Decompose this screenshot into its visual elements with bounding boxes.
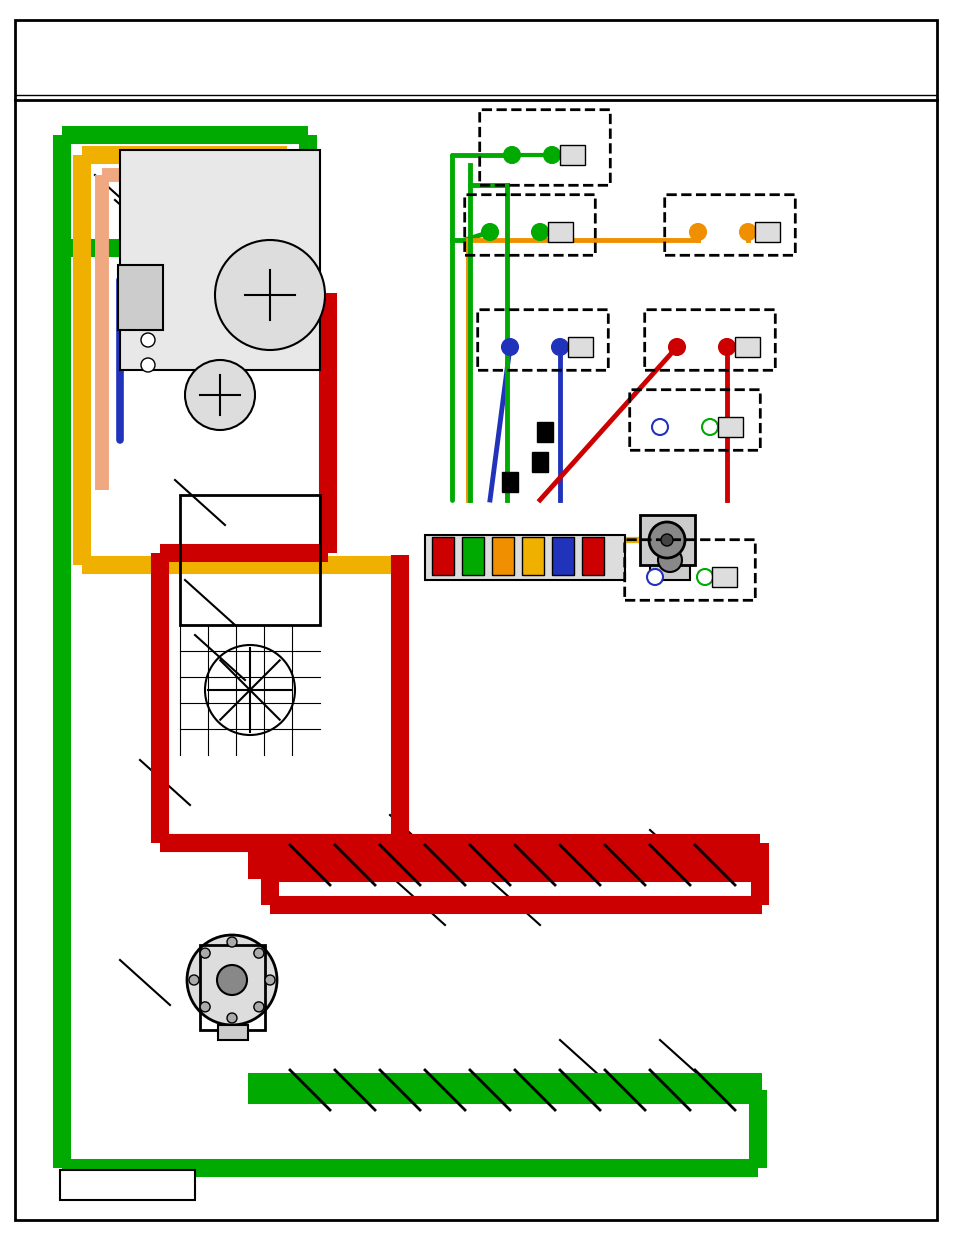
Circle shape [689,224,705,240]
Bar [118,266,163,330]
Circle shape [141,358,154,372]
Bar [559,144,584,165]
Circle shape [265,974,274,986]
Bar [754,222,780,242]
Circle shape [200,948,210,958]
Circle shape [253,1002,264,1011]
Bar [60,1170,194,1200]
Bar [567,337,593,357]
Bar [537,422,553,442]
Bar [718,417,742,437]
Bar [432,537,454,576]
Circle shape [651,419,667,435]
Circle shape [648,522,684,558]
Bar [424,535,624,580]
Circle shape [189,974,199,986]
Bar [120,149,319,370]
Circle shape [740,224,755,240]
Circle shape [668,338,684,354]
Bar [711,567,737,587]
Circle shape [701,419,718,435]
Circle shape [503,147,519,163]
Bar [581,537,603,576]
Circle shape [200,1002,210,1011]
Circle shape [141,333,154,347]
Bar [734,337,760,357]
Circle shape [543,147,559,163]
Bar [180,495,319,625]
Circle shape [227,937,236,947]
Circle shape [214,240,325,350]
Bar [547,222,573,242]
Bar [461,537,483,576]
Circle shape [501,338,517,354]
Circle shape [481,224,497,240]
Bar [552,537,574,576]
Circle shape [646,569,662,585]
Circle shape [719,338,734,354]
Circle shape [185,359,254,430]
Circle shape [658,548,681,572]
Bar [532,452,547,472]
Circle shape [216,965,247,995]
Bar [649,540,689,580]
Circle shape [697,569,712,585]
Circle shape [552,338,567,354]
Circle shape [532,224,547,240]
Circle shape [253,948,264,958]
Circle shape [227,1013,236,1023]
Bar [200,945,265,1030]
Circle shape [660,534,672,546]
Bar [521,537,543,576]
Circle shape [187,935,276,1025]
Bar [218,1025,248,1040]
Bar [501,472,517,492]
Bar [639,515,695,564]
Bar [492,537,514,576]
